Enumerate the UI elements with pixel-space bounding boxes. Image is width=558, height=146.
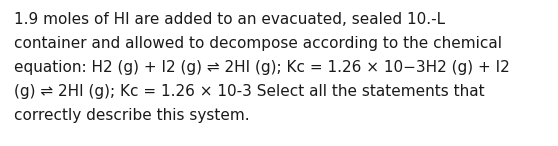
Text: equation: H2 (g) + I2 (g) ⇌ 2HI (g); Kc = 1.26 × 10−3H2 (g) + I2: equation: H2 (g) + I2 (g) ⇌ 2HI (g); Kc … (14, 60, 510, 75)
Text: correctly describe this system.: correctly describe this system. (14, 108, 249, 123)
Text: 1.9 moles of HI are added to an evacuated, sealed 10.-L: 1.9 moles of HI are added to an evacuate… (14, 12, 445, 27)
Text: container and allowed to decompose according to the chemical: container and allowed to decompose accor… (14, 36, 502, 51)
Text: (g) ⇌ 2HI (g); Kc = 1.26 × 10-3 Select all the statements that: (g) ⇌ 2HI (g); Kc = 1.26 × 10-3 Select a… (14, 84, 485, 99)
